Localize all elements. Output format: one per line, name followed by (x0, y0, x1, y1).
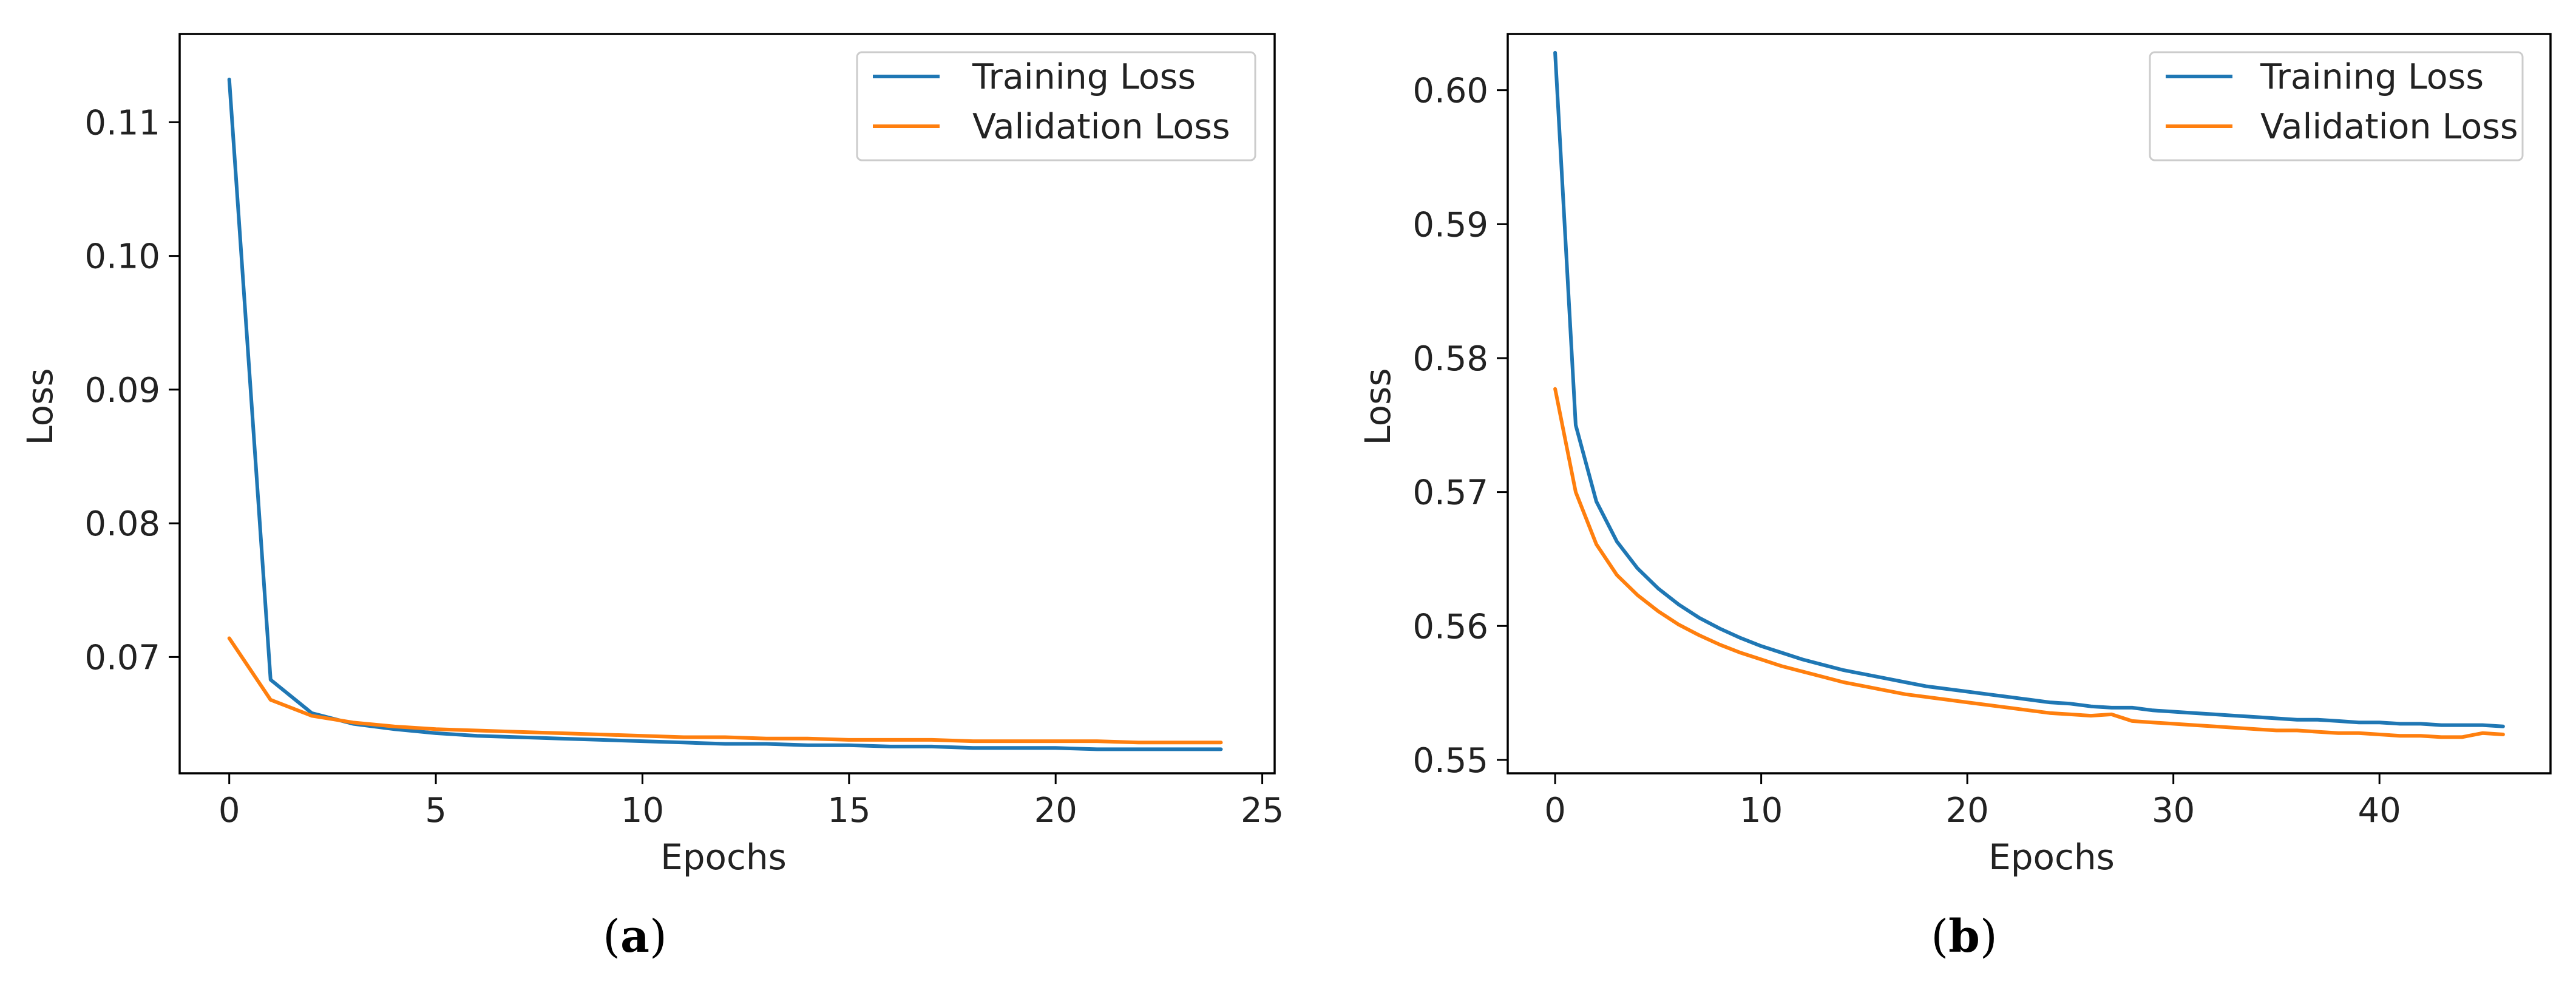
legend-label-training-a: Training Loss (972, 57, 1196, 97)
y-axis-label-a: Loss (19, 368, 61, 445)
panel-b: 0 10 20 30 40 0.55 0.56 0.57 0.58 0.59 0.60 Loss E… (1357, 33, 2552, 963)
caption-a: (a) (603, 910, 667, 963)
x-tick-label-a: 20 (1034, 791, 1077, 830)
axes-frame-a (178, 33, 1276, 775)
legend-a: Training Loss Validation Loss (856, 51, 1256, 161)
caption-letter-a: a (620, 910, 649, 963)
plot-area-a: 0 5 10 15 20 25 0.07 0.08 0.09 0.10 0.11 (84, 33, 1284, 830)
y-tick-label-b: 0.60 (1412, 72, 1488, 111)
legend-label-validation-a: Validation Loss (972, 107, 1230, 147)
y-tick-label-a: 0.10 (84, 237, 160, 277)
x-tick-label-b: 40 (2358, 791, 2401, 830)
axes-frame-b (1507, 33, 2552, 775)
x-tick-label-b: 30 (2152, 791, 2195, 830)
x-tick-label-b: 20 (1946, 791, 1989, 830)
legend-box-b (2149, 51, 2524, 161)
x-axis-label-a: Epochs (660, 836, 787, 878)
series-line-training-a (227, 77, 1223, 751)
y-tick-label-b: 0.55 (1412, 741, 1488, 781)
x-tick-label-a: 25 (1241, 791, 1284, 830)
series-line-validation-b (1553, 387, 2505, 739)
y-tick-label-b: 0.59 (1412, 205, 1488, 245)
y-axis-label-b: Loss (1357, 368, 1398, 445)
legend-label-validation-b: Validation Loss (2260, 107, 2518, 147)
panel-a: 0 5 10 15 20 25 0.07 0.08 0.09 0.10 0.11 Loss Epoc… (19, 33, 1284, 963)
x-tick-label-a: 10 (621, 791, 664, 830)
legend-b: Training Loss Validation Loss (2149, 51, 2524, 161)
caption-b: (b) (1931, 910, 1998, 963)
y-tick-label-a: 0.09 (84, 371, 160, 410)
y-tick-label-b: 0.56 (1412, 607, 1488, 646)
y-tick-label-a: 0.07 (84, 638, 160, 677)
caption-letter-b: b (1948, 910, 1980, 963)
y-tick-label-b: 0.57 (1412, 473, 1488, 513)
x-tick-label-b: 10 (1740, 791, 1783, 830)
legend-box-a (856, 51, 1256, 161)
x-tick-label-b: 0 (1544, 791, 1566, 830)
x-tick-label-a: 0 (219, 791, 240, 830)
y-tick-label-b: 0.58 (1412, 339, 1488, 379)
legend-label-training-b: Training Loss (2260, 57, 2484, 97)
x-tick-label-a: 15 (827, 791, 870, 830)
x-axis-label-b: Epochs (1988, 836, 2115, 878)
series-line-training-b (1553, 50, 2505, 728)
y-tick-label-a: 0.11 (84, 103, 160, 143)
y-tick-label-a: 0.08 (84, 504, 160, 544)
series-line-validation-a (227, 636, 1223, 745)
x-tick-label-a: 5 (425, 791, 447, 830)
plot-area-b: 0 10 20 30 40 0.55 0.56 0.57 0.58 0.59 0.60 (1412, 33, 2552, 830)
